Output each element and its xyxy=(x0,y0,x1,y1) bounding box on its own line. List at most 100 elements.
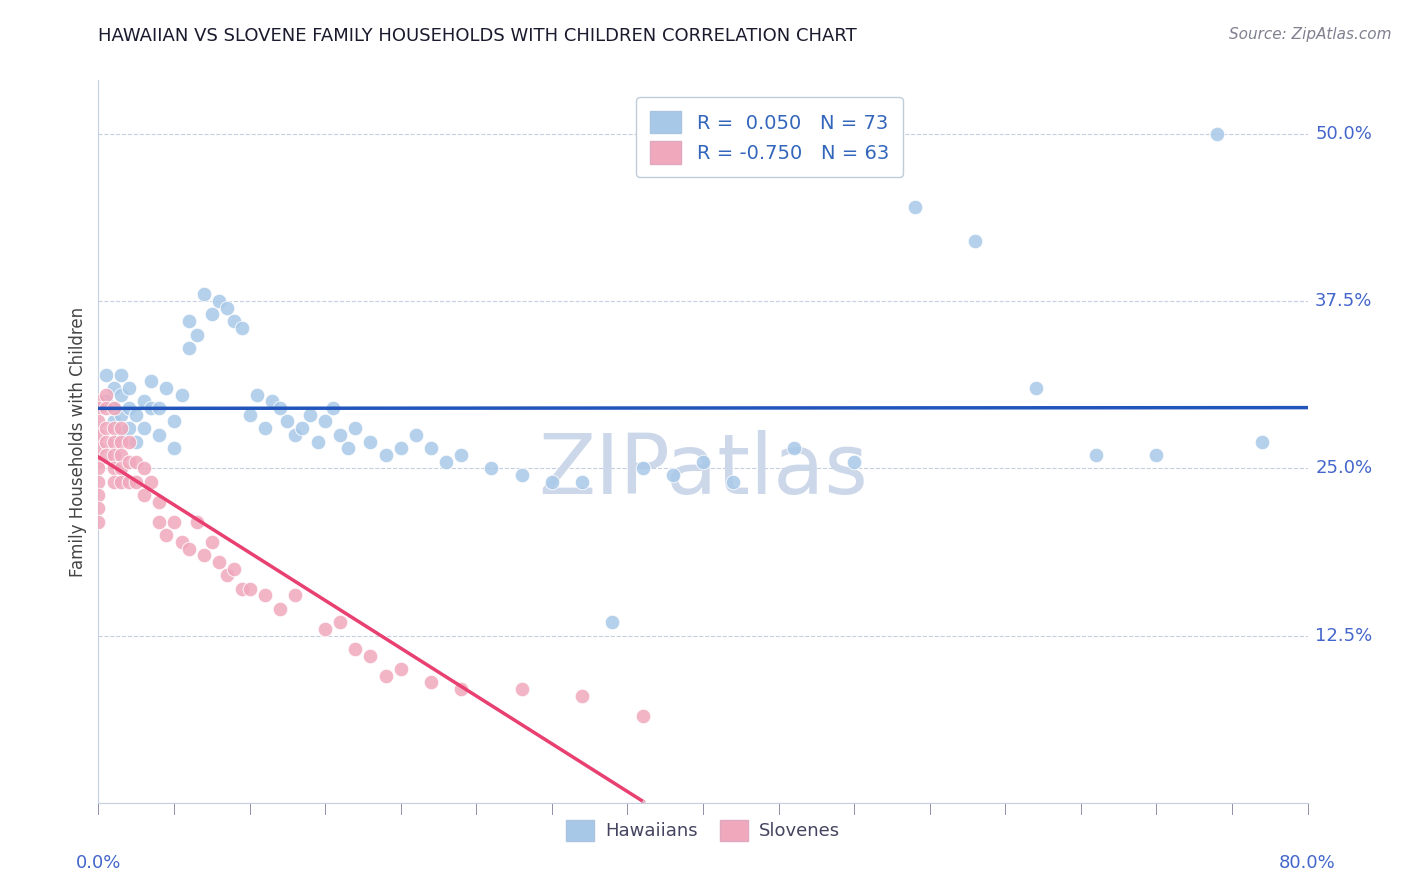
Point xyxy=(118,381,141,395)
Point xyxy=(94,394,117,409)
Point xyxy=(118,434,141,449)
Point xyxy=(450,681,472,696)
Point xyxy=(186,515,208,529)
Point xyxy=(224,562,246,576)
Point xyxy=(103,414,125,429)
Point xyxy=(844,455,866,469)
Point xyxy=(322,401,344,416)
Legend: Hawaiians, Slovenes: Hawaiians, Slovenes xyxy=(558,813,848,848)
Point xyxy=(179,541,201,556)
Point xyxy=(87,455,110,469)
Point xyxy=(94,401,117,416)
Point xyxy=(208,294,231,309)
Point xyxy=(389,662,412,676)
Point xyxy=(253,421,276,435)
Point xyxy=(510,467,533,482)
Point xyxy=(94,448,117,462)
Point xyxy=(571,689,593,703)
Point xyxy=(723,475,745,489)
Point xyxy=(360,434,382,449)
Point xyxy=(132,421,155,435)
Point xyxy=(269,602,291,616)
Point xyxy=(118,455,141,469)
Point xyxy=(336,442,359,455)
Point xyxy=(87,515,110,529)
Point xyxy=(155,381,177,395)
Point xyxy=(299,408,322,422)
Point xyxy=(110,408,132,422)
Point xyxy=(231,582,253,596)
Point xyxy=(291,421,314,435)
Point xyxy=(420,442,443,455)
Point xyxy=(193,287,215,301)
Point xyxy=(344,421,367,435)
Point xyxy=(87,414,110,429)
Point xyxy=(110,427,132,442)
Point xyxy=(1251,434,1274,449)
Point xyxy=(163,515,186,529)
Point xyxy=(163,442,186,455)
Point xyxy=(110,387,132,401)
Point xyxy=(103,475,125,489)
Point xyxy=(231,321,253,335)
Point xyxy=(239,408,262,422)
Point xyxy=(132,461,155,475)
Point xyxy=(103,448,125,462)
Point xyxy=(389,442,412,455)
Text: 12.5%: 12.5% xyxy=(1315,626,1372,645)
Point xyxy=(103,461,125,475)
Point xyxy=(118,421,141,435)
Point xyxy=(540,475,562,489)
Point xyxy=(141,475,163,489)
Point xyxy=(965,234,987,248)
Point xyxy=(284,427,307,442)
Point xyxy=(1206,127,1229,141)
Text: 0.0%: 0.0% xyxy=(76,854,121,871)
Point xyxy=(141,401,163,416)
Point xyxy=(314,414,336,429)
Point xyxy=(783,442,806,455)
Point xyxy=(510,681,533,696)
Point xyxy=(103,401,125,416)
Point xyxy=(631,461,654,475)
Point xyxy=(148,515,170,529)
Point xyxy=(692,455,714,469)
Point xyxy=(284,589,307,603)
Point xyxy=(125,475,148,489)
Point xyxy=(94,387,117,401)
Point xyxy=(179,341,201,355)
Point xyxy=(94,368,117,382)
Point xyxy=(631,708,654,723)
Point xyxy=(215,301,238,315)
Point xyxy=(163,414,186,429)
Point xyxy=(110,434,132,449)
Point xyxy=(103,434,125,449)
Point xyxy=(374,448,396,462)
Point xyxy=(374,669,396,683)
Point xyxy=(208,555,231,569)
Point xyxy=(661,467,683,482)
Point xyxy=(360,648,382,663)
Point xyxy=(170,534,193,549)
Point xyxy=(87,427,110,442)
Point xyxy=(132,488,155,502)
Point xyxy=(125,434,148,449)
Point xyxy=(239,582,262,596)
Point xyxy=(155,528,177,542)
Point xyxy=(118,401,141,416)
Point xyxy=(110,461,132,475)
Point xyxy=(170,387,193,401)
Point xyxy=(103,401,125,416)
Point xyxy=(450,448,472,462)
Point xyxy=(193,548,215,563)
Point xyxy=(329,615,352,630)
Point xyxy=(87,488,110,502)
Point xyxy=(125,408,148,422)
Point xyxy=(110,475,132,489)
Point xyxy=(224,314,246,328)
Point xyxy=(405,427,427,442)
Point xyxy=(141,375,163,389)
Point xyxy=(87,442,110,455)
Point xyxy=(148,494,170,508)
Point xyxy=(110,421,132,435)
